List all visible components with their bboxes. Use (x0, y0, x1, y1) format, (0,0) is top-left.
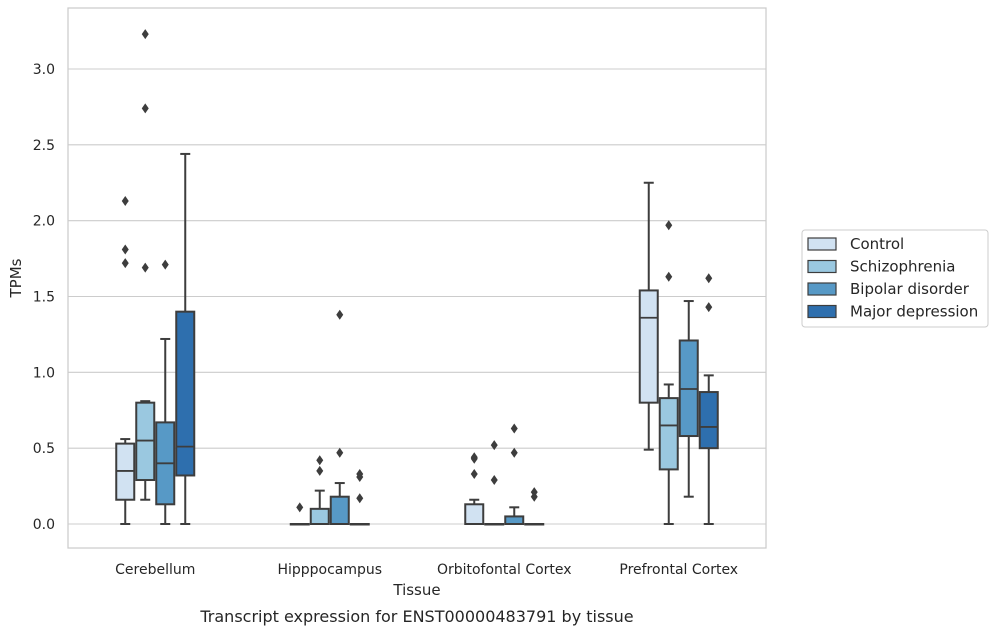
box (658, 220, 679, 525)
legend-swatch (807, 304, 837, 319)
legend-label: Bipolar disorder (850, 280, 970, 298)
outlier-point (665, 271, 673, 282)
legend-swatch (807, 259, 837, 274)
box-body (638, 289, 659, 404)
box (155, 259, 176, 525)
y-axis-ticks: 0.0 0.5 1.0 1.5 2.0 2.5 3.0 (33, 62, 55, 533)
outlier-point (665, 220, 673, 231)
outlier-point (356, 468, 364, 479)
x-tick-label: Hipppocampus (277, 562, 382, 578)
legend-label: Schizophrenia (850, 258, 955, 276)
legend-frame (801, 229, 989, 328)
legend: Control Schizophrenia Bipolar disorder Majo… (801, 229, 989, 328)
outlier-point (141, 262, 149, 273)
outlier-point (490, 440, 498, 451)
y-tick-label: 0.5 (33, 441, 55, 457)
box-body (309, 507, 330, 526)
box-body (175, 310, 196, 477)
y-tick-label: 2.0 (33, 214, 55, 230)
outlier-point (705, 273, 713, 284)
x-axis-ticks: Cerebellum Hipppocampus Orbitofontal Corte… (115, 562, 738, 578)
box-body (464, 503, 485, 525)
chart-caption: Transcript expression for ENST0000048379… (199, 607, 633, 626)
outlier-point (470, 468, 478, 479)
outlier-point (316, 455, 324, 466)
box (678, 300, 699, 498)
outlier-point (705, 302, 713, 313)
x-tick-label: Orbitofontal Cortex (437, 562, 572, 578)
legend-swatch (807, 237, 837, 251)
box (504, 423, 525, 526)
box (484, 440, 505, 526)
outlier-point (141, 103, 149, 114)
y-tick-label: 3.0 (33, 62, 55, 78)
outlier-point (336, 447, 344, 458)
box (349, 468, 370, 526)
box (175, 152, 196, 525)
outlier-point (510, 423, 518, 434)
y-axis-label: TPMs (7, 258, 25, 298)
box-body (329, 495, 350, 526)
outlier-point (336, 309, 344, 320)
box (638, 181, 659, 451)
legend-label: Control (850, 235, 904, 253)
box (289, 502, 310, 526)
box (135, 29, 156, 501)
outlier-point (510, 447, 518, 458)
y-tick-label: 1.0 (33, 365, 55, 381)
outlier-point (121, 195, 129, 206)
x-tick-label: Prefrontal Cortex (619, 562, 738, 578)
box-plot-series (115, 29, 719, 526)
box (698, 273, 719, 525)
outlier-point (121, 244, 129, 255)
y-tick-label: 0.0 (33, 517, 55, 533)
y-tick-label: 1.5 (33, 290, 55, 306)
outlier-point (530, 487, 538, 498)
outlier-point (161, 259, 169, 270)
box (329, 309, 350, 526)
legend-swatch (807, 282, 837, 296)
y-tick-label: 2.5 (33, 138, 55, 154)
outlier-point (141, 29, 149, 40)
outlier-point (121, 258, 129, 269)
outlier-point (316, 465, 324, 476)
x-axis-label: Tissue (392, 581, 440, 599)
box (464, 452, 485, 525)
box (309, 455, 330, 526)
box (115, 195, 136, 525)
box (524, 487, 545, 526)
box-body (504, 515, 525, 526)
box-body (658, 397, 679, 471)
x-tick-label: Cerebellum (115, 562, 195, 578)
outlier-point (356, 493, 364, 504)
outlier-point (470, 452, 478, 463)
plot-frame (67, 7, 767, 549)
outlier-point (490, 475, 498, 486)
legend-label: Major depression (850, 303, 978, 321)
box-body (698, 391, 719, 450)
outlier-point (296, 502, 304, 513)
